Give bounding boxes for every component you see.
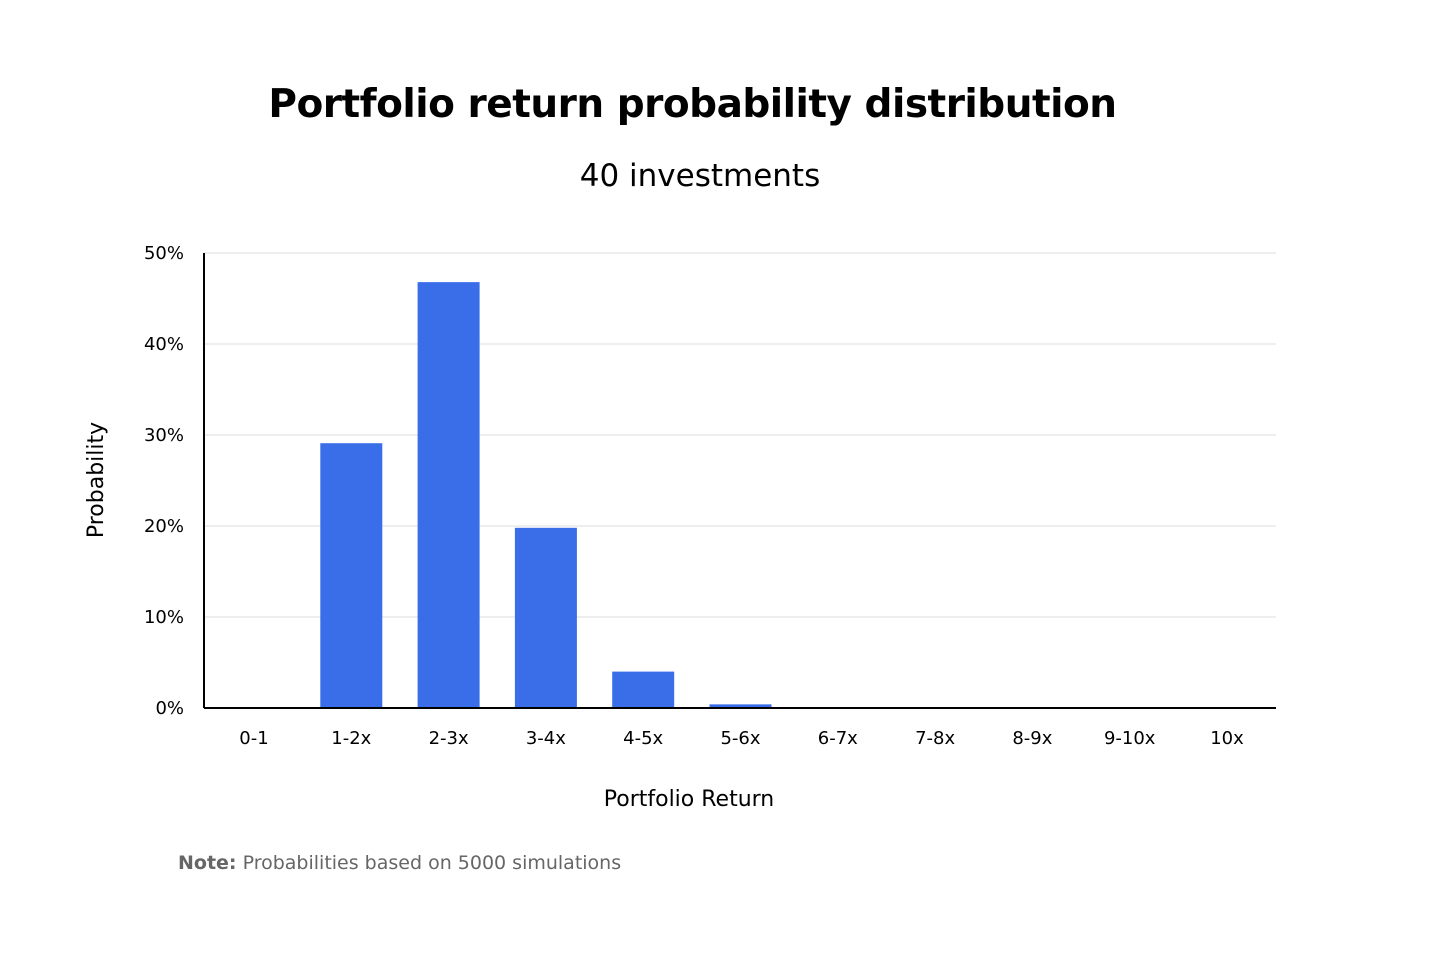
y-tick-label: 20%	[144, 516, 184, 537]
bar-5-6x	[709, 704, 772, 708]
y-tick-label: 50%	[144, 243, 184, 264]
chart-title: Portfolio return probability distributio…	[268, 82, 1117, 127]
y-tick-label: 30%	[144, 425, 184, 446]
y-tick-label: 10%	[144, 607, 184, 628]
y-axis-title: Probability	[84, 422, 109, 538]
x-tick-label: 7-8x	[915, 728, 955, 749]
gridlines	[204, 252, 1276, 618]
x-tick-label: 2-3x	[429, 728, 469, 749]
x-tick-label: 1-2x	[331, 728, 371, 749]
x-axis-title: Portfolio Return	[604, 787, 775, 812]
y-tick-label: 0%	[155, 698, 184, 719]
bar-3-4x	[514, 527, 577, 708]
x-tick-label: 8-9x	[1012, 728, 1052, 749]
x-tick-label: 10x	[1210, 728, 1244, 749]
chart-subtitle: 40 investments	[579, 158, 821, 194]
x-tick-label: 4-5x	[623, 728, 663, 749]
x-tick-label: 0-1	[239, 728, 268, 749]
footnote-label: Note:	[178, 852, 237, 874]
y-tick-label: 40%	[144, 334, 184, 355]
y-tick-labels: 0% 10% 20% 30% 40% 50%	[144, 243, 184, 719]
x-tick-label: 6-7x	[818, 728, 858, 749]
footnote: Note: Probabilities based on 5000 simula…	[178, 852, 621, 874]
footnote-text: Probabilities based on 5000 simulations	[242, 852, 622, 874]
x-tick-label: 5-6x	[720, 728, 760, 749]
x-tick-label: 9-10x	[1104, 728, 1156, 749]
bar-4-5x	[612, 671, 675, 708]
axes	[203, 253, 1276, 709]
bar-2-3x	[417, 282, 480, 708]
x-tick-label: 3-4x	[526, 728, 566, 749]
bars	[320, 282, 772, 708]
x-tick-labels: 0-1 1-2x 2-3x 3-4x 4-5x 5-6x 6-7x 7-8x 8-9x 9-10x…	[239, 728, 1244, 749]
bar-1-2x	[320, 443, 383, 708]
